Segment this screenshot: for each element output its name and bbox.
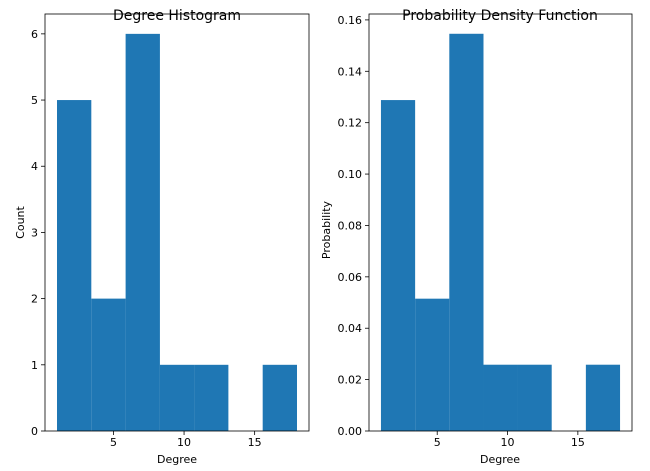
x-tick-label: 5	[434, 436, 441, 449]
y-tick-label: 0	[31, 425, 38, 438]
histogram-bar	[159, 364, 195, 431]
y-tick-label: 0.16	[338, 14, 363, 27]
x-ticks: 5 10 15	[110, 431, 262, 449]
y-axis-label: Probability	[320, 200, 333, 259]
y-ticks: 0 1 2 3 4 5 6	[31, 28, 45, 438]
x-tick-label: 10	[177, 436, 191, 449]
histogram-bar	[125, 33, 160, 432]
y-tick-label: 0.04	[338, 322, 363, 335]
histogram-bar	[415, 298, 450, 431]
y-tick-label: 3	[31, 226, 38, 239]
chart-degree-histogram: Degree Histogram 5 10 15 0 1 2 3 4 5 6 Degree Co…	[14, 8, 310, 466]
y-tick-label: 0.12	[338, 117, 363, 130]
x-axis-label: Degree	[480, 453, 520, 466]
x-tick-label: 15	[571, 436, 585, 449]
y-tick-label: 0.08	[338, 219, 363, 232]
x-tick-label: 10	[501, 436, 515, 449]
histogram-bar	[194, 364, 229, 431]
x-ticks: 5 10 15	[434, 431, 585, 449]
bars	[380, 33, 621, 431]
histogram-bar	[380, 100, 416, 431]
y-tick-label: 0.06	[338, 271, 363, 284]
histogram-bar	[585, 364, 621, 431]
y-tick-label: 0.10	[338, 168, 363, 181]
chart-probability-density-function: Probability Density Function 5 10 15 0.000…	[320, 8, 633, 466]
y-tick-label: 0.14	[338, 65, 363, 78]
y-tick-label: 0.02	[338, 374, 363, 387]
chart-title: Probability Density Function	[402, 8, 598, 24]
y-tick-label: 4	[31, 160, 38, 173]
y-tick-label: 0.00	[338, 425, 363, 438]
histogram-bar	[483, 364, 518, 431]
x-tick-label: 5	[110, 436, 117, 449]
y-tick-label: 2	[31, 293, 38, 306]
x-tick-label: 15	[248, 436, 262, 449]
y-tick-label: 1	[31, 359, 38, 372]
chart-title: Degree Histogram	[113, 8, 241, 24]
plot-frame	[44, 13, 310, 432]
histogram-bar	[91, 298, 126, 431]
x-axis-label: Degree	[157, 453, 197, 466]
histogram-bar	[449, 33, 484, 431]
y-axis-label: Count	[14, 205, 27, 238]
histogram-bar	[517, 364, 552, 431]
y-tick-label: 5	[31, 94, 38, 107]
histogram-bar	[262, 364, 297, 431]
bars	[57, 33, 297, 432]
plot-frame	[368, 13, 633, 432]
y-tick-label: 6	[31, 28, 38, 41]
y-ticks: 0.00 0.02 0.04 0.06 0.08 0.10 0.12 0.14 0.16	[338, 14, 369, 438]
histogram-bar	[57, 100, 92, 432]
